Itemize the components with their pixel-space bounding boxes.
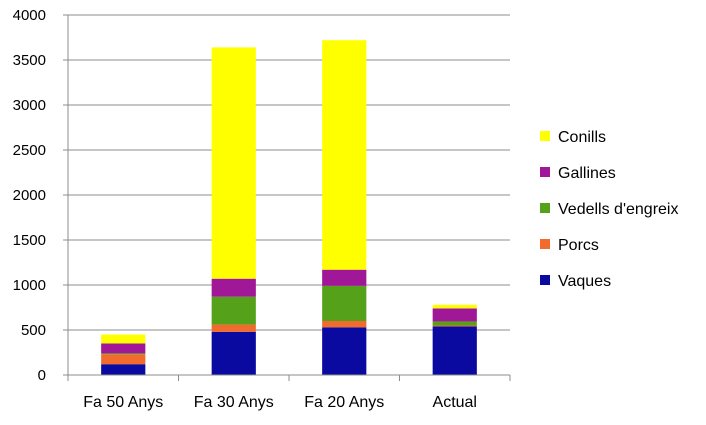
legend: Conills Gallines Vedells d'engreix Porcs Vaq… — [540, 129, 678, 290]
bar-vaques-fa-20-anys — [322, 327, 367, 375]
y-tick-label: 1500 — [13, 232, 46, 249]
bar-conills-fa-20-anys — [322, 40, 367, 270]
bar-vedells-d-engreix-fa-20-anys — [322, 285, 367, 321]
legend-swatch-gallines — [540, 167, 550, 177]
bar-conills-actual — [432, 304, 477, 309]
bar-conills-fa-30-anys — [211, 47, 256, 279]
bar-gallines-fa-50-anys — [101, 343, 146, 354]
gridlines — [68, 14, 510, 331]
legend-swatch-vedells-d-engreix — [540, 203, 550, 213]
legend-label-vaques: Vaques — [558, 273, 611, 290]
y-tick-label: 1000 — [13, 277, 46, 294]
legend-label-conills: Conills — [558, 129, 606, 146]
y-tick-label: 4000 — [13, 7, 46, 24]
bar-vedells-d-engreix-actual — [432, 321, 477, 326]
y-tick-label: 2500 — [13, 142, 46, 159]
bar-vedells-d-engreix-fa-50-anys — [101, 353, 146, 355]
bar-vaques-fa-50-anys — [101, 364, 146, 375]
legend-swatch-conills — [540, 131, 550, 141]
bar-gallines-fa-20-anys — [322, 269, 367, 286]
bar-gallines-fa-30-anys — [211, 278, 256, 297]
x-tick-label: Fa 30 Anys — [194, 394, 274, 411]
bars — [101, 40, 477, 375]
legend-label-vedells-d-engreix: Vedells d'engreix — [558, 201, 678, 218]
y-tick-label: 3500 — [13, 52, 46, 69]
bar-porcs-actual — [432, 325, 477, 327]
legend-label-porcs: Porcs — [558, 237, 599, 254]
legend-swatch-porcs — [540, 239, 550, 249]
y-tick-label: 3000 — [13, 97, 46, 114]
x-tick-label: Fa 50 Anys — [83, 394, 163, 411]
bar-porcs-fa-50-anys — [101, 354, 146, 365]
y-tick-label: 0 — [38, 367, 46, 384]
bar-conills-fa-50-anys — [101, 334, 146, 344]
bar-porcs-fa-30-anys — [211, 324, 256, 332]
bar-gallines-actual — [432, 308, 477, 322]
x-tick-label: Actual — [433, 394, 477, 411]
y-tick-label: 500 — [21, 322, 46, 339]
legend-swatch-vaques — [540, 275, 550, 285]
bar-vedells-d-engreix-fa-30-anys — [211, 296, 256, 325]
x-tick-label: Fa 20 Anys — [304, 394, 384, 411]
bar-vaques-actual — [432, 326, 477, 375]
bar-porcs-fa-20-anys — [322, 321, 367, 328]
legend-label-gallines: Gallines — [558, 165, 616, 182]
bar-vaques-fa-30-anys — [211, 331, 256, 375]
y-tick-label: 2000 — [13, 187, 46, 204]
axes: 0 500 1000 1500 2000 2500 3000 3500 4000 Fa 50 An… — [13, 7, 511, 411]
